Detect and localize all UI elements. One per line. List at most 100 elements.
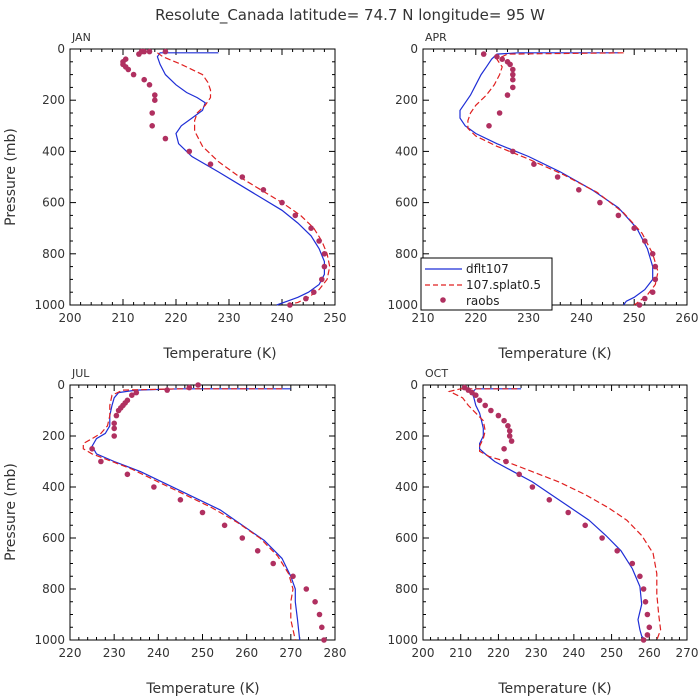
x-tick-label: 260 — [235, 646, 258, 660]
raobs-point — [488, 407, 494, 414]
raobs-point — [164, 387, 170, 393]
raobs-point — [152, 92, 158, 98]
raobs-point — [287, 302, 293, 308]
raobs-point — [546, 497, 553, 503]
raobs-point — [642, 599, 649, 605]
raobs-point — [151, 484, 157, 490]
x-tick-label: 220 — [59, 646, 82, 660]
raobs-point — [239, 174, 246, 180]
raobs-point — [506, 433, 513, 439]
x-tick-label: 240 — [271, 311, 294, 325]
y-tick-label: 1000 — [387, 633, 418, 647]
x-tick-label: 220 — [487, 646, 510, 660]
panel-month-label: APR — [425, 31, 447, 44]
x-tick-label: 220 — [165, 311, 188, 325]
x-tick-label: 230 — [525, 646, 548, 660]
raobs-point — [152, 97, 158, 103]
x-tick-label: 270 — [279, 646, 302, 660]
raobs-point — [221, 522, 228, 529]
raobs-point — [636, 302, 643, 308]
panel-apr: APR Temperature (K) 210 220 230 240 250 260 0 2… — [387, 31, 698, 362]
y-tick-label: 800 — [395, 582, 418, 596]
x-axis-label: Temperature (K) — [497, 681, 611, 697]
raobs-point — [138, 48, 145, 55]
raobs-point — [644, 632, 651, 638]
raobs-point — [503, 458, 509, 465]
raobs-point — [146, 82, 153, 88]
raobs-point — [177, 497, 184, 503]
y-tick-label: 0 — [57, 378, 65, 392]
raobs-point — [508, 438, 515, 444]
raobs-point — [129, 392, 135, 399]
legend-label-dflt: dflt107 — [466, 262, 509, 276]
plot-frame — [69, 48, 336, 306]
y-tick-label: 400 — [395, 480, 418, 494]
y-tick-label: 400 — [395, 144, 418, 158]
raobs-point — [292, 212, 299, 219]
raobs-point — [316, 611, 323, 618]
y-tick-label: 400 — [42, 480, 65, 494]
y-tick-label: 600 — [42, 531, 65, 545]
x-tick-label: 250 — [191, 646, 214, 660]
raobs-point — [629, 560, 636, 567]
y-tick-label: 600 — [42, 196, 65, 210]
x-tick-label: 200 — [59, 311, 82, 325]
series-line-dflt107 — [471, 388, 646, 641]
raobs-point — [642, 238, 648, 244]
figure-title: Resolute_Canada latitude= 74.7 N longitu… — [155, 6, 545, 25]
series-line-dflt107 — [459, 52, 654, 306]
raobs-point — [582, 522, 588, 529]
raobs-point — [495, 412, 502, 419]
raobs-point — [162, 135, 169, 142]
y-tick-label: 0 — [57, 42, 65, 56]
raobs-point — [640, 637, 647, 643]
raobs-point — [195, 382, 201, 388]
y-tick-label: 1000 — [387, 298, 418, 312]
raobs-point — [516, 471, 522, 478]
legend-label-splat: 107.splat0.5 — [466, 278, 541, 292]
panel-month-label: OCT — [425, 367, 448, 380]
x-tick-label: 230 — [103, 646, 126, 660]
y-tick-label: 200 — [42, 429, 65, 443]
raobs-point — [554, 174, 561, 180]
x-axis-label: Temperature (K) — [162, 346, 276, 362]
raobs-point — [640, 586, 647, 592]
x-tick-label: 210 — [412, 311, 435, 325]
raobs-point — [316, 238, 322, 244]
y-tick-label: 800 — [42, 247, 65, 261]
raobs-point — [486, 123, 492, 129]
raobs-point — [254, 548, 261, 554]
raobs-point — [199, 509, 206, 516]
raobs-point — [615, 212, 622, 219]
y-tick-label: 0 — [410, 378, 418, 392]
y-tick-label: 1000 — [34, 633, 65, 647]
raobs-point — [642, 295, 648, 302]
x-tick-label: 250 — [324, 311, 347, 325]
panel-oct: OCT Temperature (K) 200 210 220 230 240 250 26… — [387, 367, 698, 697]
raobs-point — [124, 471, 131, 478]
legend: dflt107 107.splat0.5 raobs — [420, 257, 553, 311]
raobs-point — [186, 384, 193, 391]
raobs-point — [130, 71, 137, 78]
raobs-point — [510, 76, 516, 83]
y-axis-label: Pressure (mb) — [3, 463, 19, 561]
x-tick-label: 270 — [676, 646, 699, 660]
raobs-point — [98, 458, 104, 465]
y-tick-label: 200 — [42, 93, 65, 107]
raobs-point — [303, 295, 309, 302]
panel-jul: JUL Temperature (K) Pressure (mb) 220 230… — [3, 367, 346, 697]
x-axis-label: Temperature (K) — [497, 346, 611, 362]
raobs-point — [576, 187, 582, 193]
raobs-point — [506, 428, 513, 434]
raobs-point — [207, 161, 214, 167]
raobs-point — [290, 573, 296, 580]
raobs-point — [279, 199, 285, 206]
raobs-point — [133, 389, 140, 396]
raobs-point — [125, 66, 132, 73]
raobs-point — [141, 76, 147, 83]
y-tick-label: 0 — [410, 42, 418, 56]
raobs-point — [149, 123, 155, 129]
raobs-point — [614, 548, 620, 554]
raobs-point — [504, 92, 511, 98]
